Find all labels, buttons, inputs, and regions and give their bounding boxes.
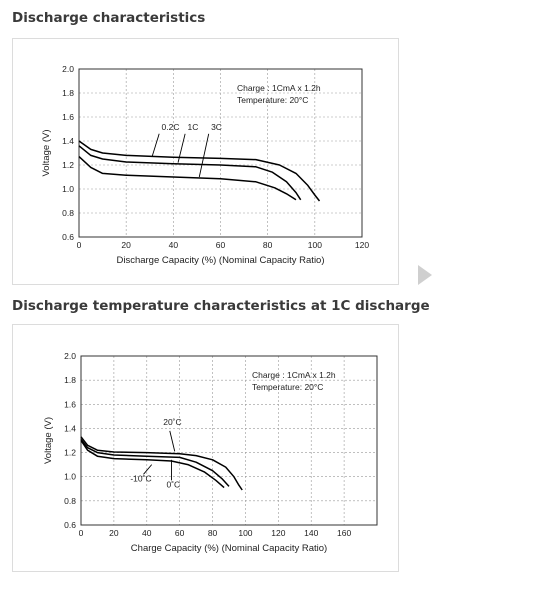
series-line bbox=[78, 140, 321, 202]
series-line bbox=[80, 438, 230, 487]
y-tick-label: 2.0 bbox=[64, 351, 76, 361]
y-tick-label: 0.6 bbox=[62, 232, 74, 242]
y-tick-label: 0.8 bbox=[62, 208, 74, 218]
y-tick-label: 1.4 bbox=[62, 136, 74, 146]
series-leader-line bbox=[198, 133, 210, 178]
plot-area: 0 20 40 60 80 100 120 0.6 0.8 1.0 1.2 1.4 1.6 1.8 2.0 D… bbox=[41, 64, 369, 266]
x-tick-label: 0 bbox=[79, 528, 84, 538]
series-label: -10˚C bbox=[130, 474, 151, 484]
series-line bbox=[80, 440, 225, 489]
next-arrow-icon[interactable] bbox=[418, 265, 432, 285]
series-label: 0˚C bbox=[167, 480, 181, 490]
chart-annotation: Temperature: 20°C bbox=[237, 95, 308, 105]
x-tick-label: 40 bbox=[142, 528, 152, 538]
x-tick-label: 60 bbox=[216, 240, 226, 250]
y-tick-label: 1.6 bbox=[62, 112, 74, 122]
series-line bbox=[80, 436, 243, 491]
section-title-temperature: Discharge temperature characteristics at… bbox=[12, 298, 430, 314]
section-title-discharge: Discharge characteristics bbox=[12, 10, 206, 26]
y-axis-label: Voltage (V) bbox=[43, 417, 54, 464]
y-tick-label: 1.0 bbox=[62, 184, 74, 194]
x-tick-label: 40 bbox=[169, 240, 179, 250]
x-tick-label: 0 bbox=[77, 240, 82, 250]
y-tick-label: 1.0 bbox=[64, 472, 76, 482]
x-tick-label: 120 bbox=[355, 240, 369, 250]
x-tick-label: 80 bbox=[208, 528, 218, 538]
y-tick-label: 1.2 bbox=[62, 160, 74, 170]
x-tick-label: 20 bbox=[109, 528, 119, 538]
series-label: 0.2C bbox=[162, 122, 180, 132]
x-tick-label: 100 bbox=[238, 528, 252, 538]
y-tick-label: 0.8 bbox=[64, 496, 76, 506]
series-line bbox=[78, 156, 297, 201]
chart-panel-discharge: 0 20 40 60 80 100 120 0.6 0.8 1.0 1.2 1.4 1.6 1.8 2.0 D… bbox=[12, 38, 399, 285]
series-line bbox=[78, 145, 302, 201]
y-tick-label: 2.0 bbox=[62, 64, 74, 74]
y-tick-label: 1.4 bbox=[64, 423, 76, 433]
y-tick-label: 1.6 bbox=[64, 399, 76, 409]
series-label: 20˚C bbox=[163, 417, 181, 427]
series-leader-line bbox=[143, 464, 153, 475]
series-leader-line bbox=[177, 133, 186, 163]
series-leader-line bbox=[169, 430, 176, 452]
plot-frame bbox=[80, 355, 378, 526]
chart-panel-temperature: 0 20 40 60 80 100 120 140 160 0.6 0.8 1.0 1.2 1.4 1.6 1… bbox=[12, 324, 399, 572]
series-leader-line bbox=[151, 133, 160, 157]
plot-area: 0 20 40 60 80 100 120 140 160 0.6 0.8 1.0 1.2 1.4 1.6 1… bbox=[43, 351, 378, 554]
chart-annotation: Temperature: 20°C bbox=[252, 382, 323, 392]
plot-frame bbox=[78, 68, 363, 238]
x-tick-label: 140 bbox=[304, 528, 318, 538]
x-tick-label: 100 bbox=[308, 240, 322, 250]
chart-annotation: Charge : 1CmA x 1.2h bbox=[252, 370, 336, 380]
chart-annotation: Charge : 1CmA x 1.2h bbox=[237, 83, 321, 93]
y-axis-label: Voltage (V) bbox=[41, 130, 52, 177]
x-tick-label: 20 bbox=[121, 240, 131, 250]
x-tick-label: 120 bbox=[271, 528, 285, 538]
x-tick-label: 80 bbox=[263, 240, 273, 250]
y-tick-label: 0.6 bbox=[64, 520, 76, 530]
x-tick-label: 160 bbox=[337, 528, 351, 538]
y-tick-label: 1.8 bbox=[64, 375, 76, 385]
temperature-chart: 0 20 40 60 80 100 120 140 160 0.6 0.8 1.0 1.2 1.4 1.6 1… bbox=[43, 351, 378, 554]
series-label: 3C bbox=[211, 122, 222, 132]
x-axis-label: Charge Capacity (%) (Nominal Capacity Ra… bbox=[131, 543, 327, 554]
discharge-chart: 0 20 40 60 80 100 120 0.6 0.8 1.0 1.2 1.4 1.6 1.8 2.0 D… bbox=[41, 64, 369, 266]
x-tick-label: 60 bbox=[175, 528, 185, 538]
y-tick-label: 1.8 bbox=[62, 88, 74, 98]
y-tick-label: 1.2 bbox=[64, 448, 76, 458]
series-label: 1C bbox=[187, 122, 198, 132]
x-axis-label: Discharge Capacity (%) (Nominal Capacity… bbox=[116, 255, 324, 266]
